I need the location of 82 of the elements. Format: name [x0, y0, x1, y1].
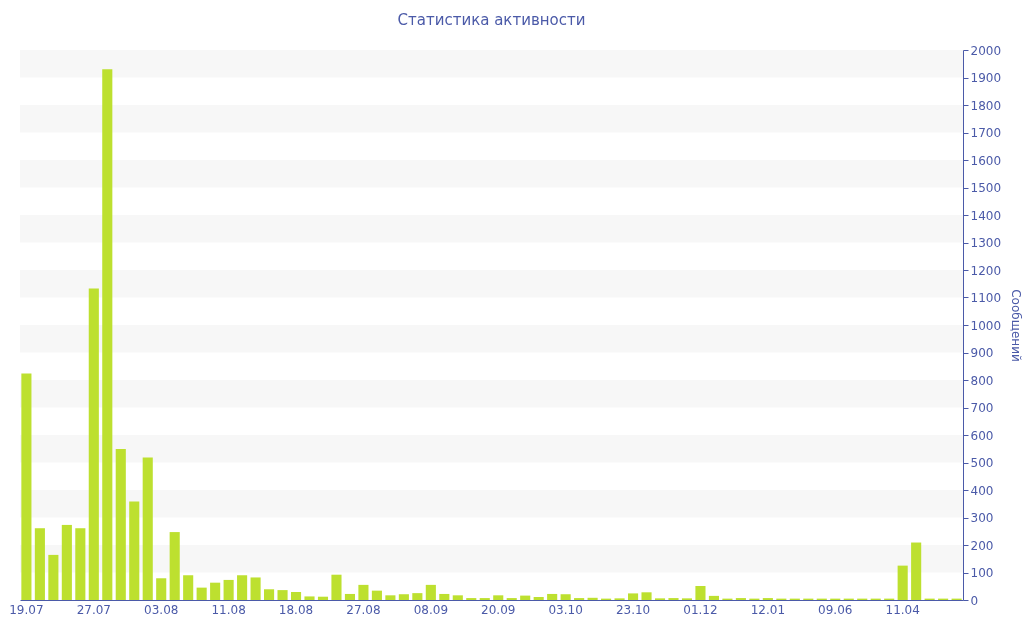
- y-tick-label: 500: [970, 456, 994, 470]
- y-tick-label: 1900: [970, 71, 1002, 85]
- y-tick-label: 1000: [970, 318, 1002, 333]
- bar: [641, 592, 652, 600]
- y-tick-label: 1600: [970, 153, 1002, 168]
- x-tick-label: 03.10: [548, 602, 583, 617]
- bar: [425, 584, 436, 600]
- bar: [911, 542, 922, 600]
- bar: [183, 575, 194, 600]
- x-tick-label: 12.01: [750, 602, 786, 617]
- bar: [250, 577, 261, 600]
- y-tick-label: 400: [970, 483, 994, 498]
- bar: [587, 597, 598, 600]
- bar: [88, 288, 99, 600]
- y-tick-label: 100: [970, 566, 994, 580]
- bar: [897, 565, 908, 600]
- bar: [210, 582, 221, 600]
- y-tick-label: 200: [970, 538, 994, 553]
- y-tick-label: 1100: [970, 291, 1002, 305]
- bar: [61, 524, 72, 600]
- y-axis-title: Сообщений: [1009, 289, 1024, 362]
- bar: [196, 587, 207, 600]
- bar: [412, 593, 423, 600]
- bar: [331, 574, 342, 600]
- bar: [371, 590, 382, 600]
- bar: [223, 579, 234, 600]
- bar: [560, 594, 571, 600]
- bar: [304, 596, 315, 600]
- chart-title: Статистика активности: [397, 11, 586, 29]
- bar: [129, 501, 140, 600]
- bar: [75, 528, 86, 600]
- y-tick-label: 600: [970, 428, 994, 443]
- bar: [142, 457, 153, 600]
- bar: [452, 595, 463, 600]
- bar: [358, 584, 369, 600]
- y-tick-label: 1300: [970, 236, 1002, 250]
- bar: [317, 596, 329, 600]
- x-tick-label: 09.06: [818, 602, 853, 617]
- x-tick-label: 18.08: [278, 602, 314, 617]
- y-tick-label: 1500: [970, 181, 1002, 195]
- bar: [398, 594, 409, 600]
- x-tick-label: 11.08: [211, 602, 246, 617]
- y-tick-label: 700: [970, 401, 994, 415]
- x-tick-label: 20.09: [481, 602, 516, 617]
- y-tick-label: 2000: [970, 43, 1002, 58]
- x-tick-label: 23.10: [615, 602, 651, 617]
- bar: [520, 595, 531, 600]
- bar: [102, 69, 113, 600]
- bar: [21, 373, 32, 600]
- bar: [695, 585, 706, 600]
- x-tick-label: 27.07: [76, 602, 111, 617]
- y-tick-label: 300: [970, 511, 994, 525]
- bar: [169, 532, 180, 600]
- bar: [628, 593, 639, 600]
- bar: [547, 593, 558, 600]
- bar: [264, 589, 275, 600]
- y-tick-label: 1700: [970, 126, 1002, 140]
- y-tick-label: 1200: [970, 263, 1002, 278]
- bar: [385, 595, 396, 600]
- x-tick-label: 03.08: [144, 602, 179, 617]
- bar: [48, 554, 59, 600]
- x-tick-label: 27.08: [346, 602, 381, 617]
- y-tick-label: 0: [970, 593, 979, 608]
- x-tick-label: 11.04: [885, 602, 920, 617]
- y-tick-label: 1400: [970, 208, 1002, 223]
- y-tick-label: 1800: [970, 98, 1002, 113]
- bar: [237, 575, 248, 600]
- x-tick-label: 08.09: [413, 602, 449, 617]
- bar: [533, 596, 544, 600]
- bar: [115, 449, 126, 600]
- bar: [34, 528, 45, 600]
- bar: [439, 593, 450, 600]
- bar: [344, 593, 355, 600]
- bar: [493, 595, 504, 600]
- bar: [277, 590, 288, 600]
- bar: [156, 578, 167, 600]
- bar: [290, 592, 302, 600]
- x-tick-label: 01.12: [683, 602, 718, 617]
- y-tick-label: 900: [970, 346, 994, 360]
- y-tick-label: 800: [970, 373, 994, 388]
- bar: [708, 595, 719, 600]
- x-tick-label: 19.07: [9, 602, 44, 617]
